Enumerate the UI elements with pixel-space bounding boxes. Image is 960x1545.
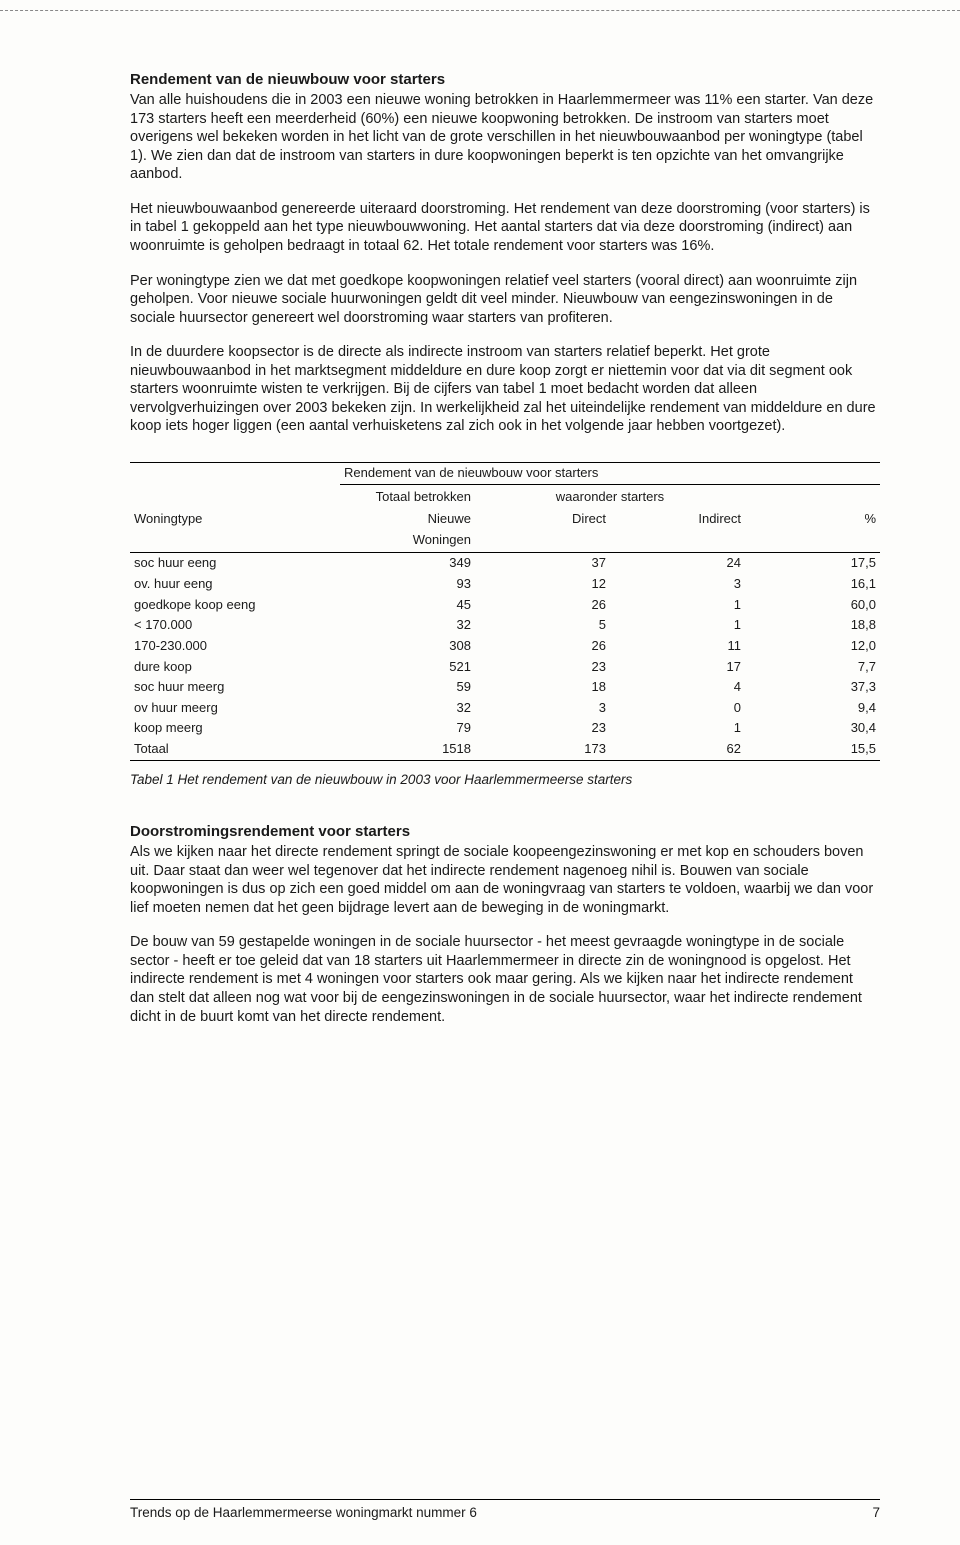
table-cell: 32 [340,615,475,636]
table-cell: soc huur eeng [130,553,340,574]
table-col-header: Direct [475,507,610,530]
table-cell: 521 [340,657,475,678]
table-cell: 1 [610,595,745,616]
table-cell: 18 [475,677,610,698]
page-footer: Trends op de Haarlemmermeerse woningmark… [130,1499,880,1521]
table-cell: 4 [610,677,745,698]
table-total-cell: 173 [475,739,610,760]
table-row: dure koop52123177,7 [130,657,880,678]
table-col-header: Indirect [610,507,745,530]
table-cell: soc huur meerg [130,677,340,698]
table-col-header: Woningen [340,530,475,553]
table-cell: 11 [610,636,745,657]
table-cell: dure koop [130,657,340,678]
table-cell: 12 [475,574,610,595]
table-col-group: Totaal betrokken [340,484,475,507]
table-cell: 16,1 [745,574,880,595]
table-cell: 23 [475,718,610,739]
body-paragraph: Als we kijken naar het directe rendement… [130,843,880,917]
table-col-header: Woningtype [130,507,340,530]
body-paragraph: Het nieuwbouwaanbod genereerde uiteraard… [130,200,880,256]
table-row: 170-230.000308261112,0 [130,636,880,657]
table-cell: 1 [610,615,745,636]
table-row: koop meerg7923130,4 [130,718,880,739]
table-total-cell: 62 [610,739,745,760]
table-cell: 59 [340,677,475,698]
table-cell: 32 [340,698,475,719]
table-cell: 5 [475,615,610,636]
table-cell: 26 [475,595,610,616]
table-cell: 30,4 [745,718,880,739]
footer-page-number: 7 [872,1504,880,1521]
table-row: < 170.000325118,8 [130,615,880,636]
table-col-group: waaronder starters [475,484,745,507]
table-cell: 7,7 [745,657,880,678]
table-row: soc huur meerg5918437,3 [130,677,880,698]
table-cell: ov. huur eeng [130,574,340,595]
table-total-label: Totaal [130,739,340,760]
table-row: ov huur meerg32309,4 [130,698,880,719]
table-col-header: % [745,507,880,530]
table-body: soc huur eeng349372417,5ov. huur eeng931… [130,553,880,739]
table-cell: < 170.000 [130,615,340,636]
table-cell: 26 [475,636,610,657]
table-cell: 0 [610,698,745,719]
table-cell: 308 [340,636,475,657]
table-cell: 3 [475,698,610,719]
page-top-rule [0,10,960,11]
table-row: goedkope koop eeng4526160,0 [130,595,880,616]
table-cell: 79 [340,718,475,739]
table-cell: goedkope koop eeng [130,595,340,616]
table-cell: 23 [475,657,610,678]
body-paragraph: Van alle huishoudens die in 2003 een nie… [130,91,880,184]
table-total-cell: 15,5 [745,739,880,760]
table-row: ov. huur eeng9312316,1 [130,574,880,595]
table-total-cell: 1518 [340,739,475,760]
body-paragraph: Per woningtype zien we dat met goedkope … [130,272,880,328]
section-heading-1: Rendement van de nieuwbouw voor starters [130,70,880,89]
table-caption: Tabel 1 Het rendement van de nieuwbouw i… [130,771,880,788]
table-cell: 93 [340,574,475,595]
table-cell: 3 [610,574,745,595]
footer-title: Trends op de Haarlemmermeerse woningmark… [130,1504,477,1521]
table-cell: 170-230.000 [130,636,340,657]
body-paragraph: In de duurdere koopsector is de directe … [130,343,880,436]
table-cell: 37 [475,553,610,574]
table-row: soc huur eeng349372417,5 [130,553,880,574]
table-cell: 17 [610,657,745,678]
table-cell: 12,0 [745,636,880,657]
table-cell: 37,3 [745,677,880,698]
table-cell: ov huur meerg [130,698,340,719]
table-cell: 17,5 [745,553,880,574]
table-1: Rendement van de nieuwbouw voor starters… [130,462,880,761]
table-cell: 1 [610,718,745,739]
table-cell: 60,0 [745,595,880,616]
table-col-header: Nieuwe [340,507,475,530]
table-cell: 18,8 [745,615,880,636]
body-paragraph: De bouw van 59 gestapelde woningen in de… [130,933,880,1026]
table-cell: 24 [610,553,745,574]
table-cell: 349 [340,553,475,574]
table-cell: koop meerg [130,718,340,739]
document-page: Rendement van de nieuwbouw voor starters… [0,0,960,1545]
section-heading-2: Doorstromingsrendement voor starters [130,822,880,841]
table-cell: 45 [340,595,475,616]
table-cell: 9,4 [745,698,880,719]
table-super-title: Rendement van de nieuwbouw voor starters [340,462,880,484]
